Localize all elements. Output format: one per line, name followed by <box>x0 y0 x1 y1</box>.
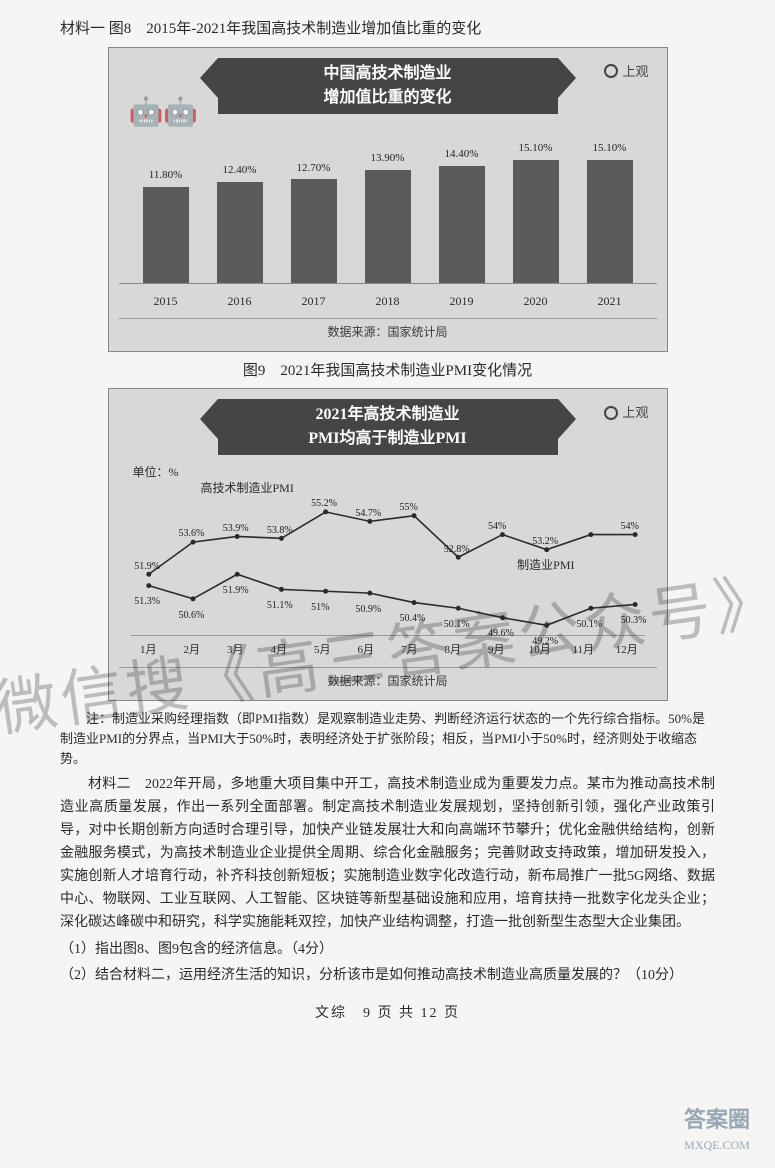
bar-x-label: 2018 <box>358 292 418 310</box>
bar-value-label: 12.70% <box>297 160 331 177</box>
pmi-note: 注：制造业采购经理指数（即PMI指数）是观察制造业走势、判断经济运行状态的一个先… <box>60 709 715 769</box>
line-title-line1: 2021年高技术制造业 <box>226 403 550 427</box>
point-label: 55% <box>400 500 418 515</box>
bar-value-label: 13.90% <box>371 150 405 167</box>
bar <box>365 170 411 283</box>
brand-text-2: 上观 <box>622 403 648 423</box>
bar-value-label: 15.10% <box>593 140 627 157</box>
point-label: 51.9% <box>223 583 249 598</box>
bar-x-label: 2016 <box>210 292 270 310</box>
brand-badge: 上观 <box>604 62 648 82</box>
bar-x-label: 2019 <box>432 292 492 310</box>
answer-badge: 答案圈 MXQE.COM <box>684 1103 750 1154</box>
robot-decoration-icon: 🤖🤖 <box>129 92 199 134</box>
bar-col: 12.40% <box>210 162 270 282</box>
point-label: 54% <box>488 519 506 534</box>
figure8-caption: 材料一 图8 2015年-2021年我国高技术制造业增加值比重的变化 <box>60 18 715 41</box>
line-x-label: 9月 <box>475 642 519 659</box>
figure9-caption: 图9 2021年我国高技术制造业PMI变化情况 <box>60 360 715 383</box>
bar-col: 14.40% <box>432 146 492 283</box>
line-x-label: 2月 <box>170 642 214 659</box>
bar-col: 15.10% <box>580 140 640 282</box>
point-label: 54% <box>621 519 639 534</box>
bar <box>439 166 485 283</box>
material-label: 材料一 <box>60 21 105 37</box>
question-2: （2）结合材料二，运用经济生活的知识，分析该市是如何推动高技术制造业高质量发展的… <box>60 965 715 987</box>
line-x-label: 5月 <box>301 642 345 659</box>
point-label: 50.4% <box>400 611 426 626</box>
point-label: 54.7% <box>355 506 381 521</box>
bar <box>513 160 559 283</box>
point-label: 53.2% <box>532 534 558 549</box>
line-x-label: 12月 <box>605 642 649 659</box>
bar-x-label: 2020 <box>506 292 566 310</box>
badge-line2: MXQE.COM <box>684 1136 750 1154</box>
point-label: 50.3% <box>621 613 647 628</box>
point-label: 53.9% <box>223 521 249 536</box>
bar <box>587 160 633 283</box>
brand-badge-2: 上观 <box>604 403 648 423</box>
bar-x-axis: 2015 2016 2017 2018 2019 2020 2021 <box>119 286 657 314</box>
bar-x-label: 2017 <box>284 292 344 310</box>
point-label: 52.8% <box>444 542 470 557</box>
point-label: 49.6% <box>488 626 514 641</box>
bar-x-label: 2015 <box>136 292 196 310</box>
bar-plot-area: 11.80% 12.40% 12.70% 13.90% 14.40% 15.10% 15.1… <box>119 114 657 284</box>
point-label: 50.1% <box>444 617 470 632</box>
bar-title-line2: 增加值比重的变化 <box>226 86 550 110</box>
bar <box>143 187 189 283</box>
line-x-label: 11月 <box>562 642 606 659</box>
line-x-label: 8月 <box>431 642 475 659</box>
point-label: 51.3% <box>134 594 160 609</box>
point-label: 51.9% <box>134 559 160 574</box>
brand-icon <box>604 64 618 78</box>
point-label: 50.1% <box>576 617 602 632</box>
line-x-label: 1月 <box>127 642 171 659</box>
bar-col: 15.10% <box>506 140 566 282</box>
question-1: （1）指出图8、图9包含的经济信息。（4分） <box>60 939 715 961</box>
point-label: 51.1% <box>267 598 293 613</box>
line-x-label: 3月 <box>214 642 258 659</box>
point-label: 55.2% <box>311 496 337 511</box>
line-title-line2: PMI均高于制造业PMI <box>226 427 550 451</box>
bar-title-line1: 中国高技术制造业 <box>226 62 550 86</box>
line-source: 数据来源：国家统计局 <box>119 667 657 690</box>
bar <box>291 179 337 282</box>
line-x-label: 6月 <box>344 642 388 659</box>
material-2-paragraph: 材料二 2022年开局，多地重大项目集中开工，高技术制造业成为重要发力点。某市为… <box>60 773 715 935</box>
line-chart-box: 上观 2021年高技术制造业 PMI均高于制造业PMI 单位：% 高技术制造业P… <box>108 388 668 701</box>
bar-value-label: 12.40% <box>223 162 257 179</box>
bar-chart-title: 中国高技术制造业 增加值比重的变化 <box>218 58 558 114</box>
bar-col: 12.70% <box>284 160 344 283</box>
brand-icon-2 <box>604 406 618 420</box>
fig8-text: 图8 2015年-2021年我国高技术制造业增加值比重的变化 <box>109 21 482 37</box>
bar-value-label: 14.40% <box>445 146 479 163</box>
bar-value-label: 11.80% <box>149 167 183 184</box>
bar <box>217 182 263 283</box>
line-x-label: 7月 <box>388 642 432 659</box>
line-chart-title: 2021年高技术制造业 PMI均高于制造业PMI <box>218 399 558 455</box>
point-label: 49.2% <box>532 634 558 649</box>
point-label: 50.6% <box>179 608 205 623</box>
line-svg <box>131 461 645 635</box>
page-footer: 文综 9 页 共 12 页 <box>60 1003 715 1024</box>
point-label: 53.8% <box>267 523 293 538</box>
bar-x-label: 2021 <box>580 292 640 310</box>
point-label: 51% <box>311 600 329 615</box>
point-label: 53.6% <box>179 526 205 541</box>
bar-source: 数据来源：国家统计局 <box>119 318 657 341</box>
bar-col: 11.80% <box>136 167 196 282</box>
bar-chart-box: 上观 中国高技术制造业 增加值比重的变化 🤖🤖 11.80% 12.40% 12.7… <box>108 47 668 352</box>
line-plot-area: 单位：% 高技术制造业PMI 制造业PMI 51.9%53.6%53.9%53.… <box>131 461 645 636</box>
badge-line1: 答案圈 <box>684 1103 750 1136</box>
bar-value-label: 15.10% <box>519 140 553 157</box>
point-label: 50.9% <box>355 602 381 617</box>
line-x-axis: 1月2月3月4月5月6月7月8月9月10月11月12月 <box>119 638 657 663</box>
bar-col: 13.90% <box>358 150 418 282</box>
line-x-label: 4月 <box>257 642 301 659</box>
brand-text: 上观 <box>622 62 648 82</box>
